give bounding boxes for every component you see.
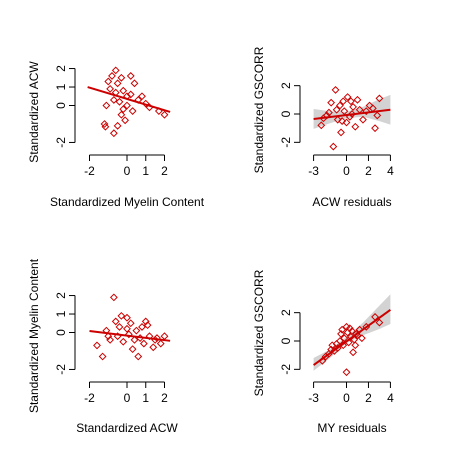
y-tick-label: 2 — [54, 292, 68, 299]
x-tick-label: 4 — [387, 391, 394, 405]
panel-3-xlabel: Standardized ACW — [76, 421, 178, 435]
x-tick-label: -2 — [84, 391, 95, 405]
x-tick-label: 1 — [142, 391, 149, 405]
y-tick-label: 2 — [279, 82, 293, 89]
x-tick-label: 0 — [343, 164, 350, 178]
panel-1-xlabel: Standardized Myelin Content — [50, 195, 205, 209]
panel-4-xlabel: MY residuals — [317, 421, 386, 435]
x-tick-label: 1 — [142, 164, 149, 178]
panel-4-ylabel: Standardized GSCORR — [252, 269, 266, 396]
x-tick-label: 2 — [365, 391, 372, 405]
x-tick-label: 2 — [161, 391, 168, 405]
y-tick-label: -2 — [54, 137, 68, 148]
panel-1-ylabel: Standardized ACW — [27, 61, 41, 163]
y-tick-label: 0 — [54, 329, 68, 336]
x-tick-label: -3 — [308, 391, 319, 405]
y-tick-label: 2 — [54, 65, 68, 72]
y-tick-label: -2 — [54, 364, 68, 375]
x-tick-label: -2 — [84, 164, 95, 178]
y-tick-label: 1 — [54, 83, 68, 90]
x-tick-label: 0 — [343, 391, 350, 405]
x-tick-label: 4 — [387, 164, 394, 178]
y-tick-label: 1 — [54, 310, 68, 317]
y-tick-label: -2 — [279, 364, 293, 375]
y-tick-label: 0 — [279, 337, 293, 344]
x-tick-label: 0 — [124, 164, 131, 178]
y-tick-label: 0 — [279, 110, 293, 117]
panel-2-ylabel: Standardized GSCORR — [252, 46, 266, 173]
x-tick-label: 2 — [161, 164, 168, 178]
panel-3-ylabel: Standardized Myelin Content — [27, 258, 41, 413]
y-tick-label: 0 — [54, 102, 68, 109]
x-tick-label: 2 — [365, 164, 372, 178]
y-tick-label: 2 — [279, 309, 293, 316]
x-tick-label: 0 — [124, 391, 131, 405]
panel-2-xlabel: ACW residuals — [312, 195, 391, 209]
x-tick-label: -3 — [308, 164, 319, 178]
y-tick-label: -2 — [279, 137, 293, 148]
